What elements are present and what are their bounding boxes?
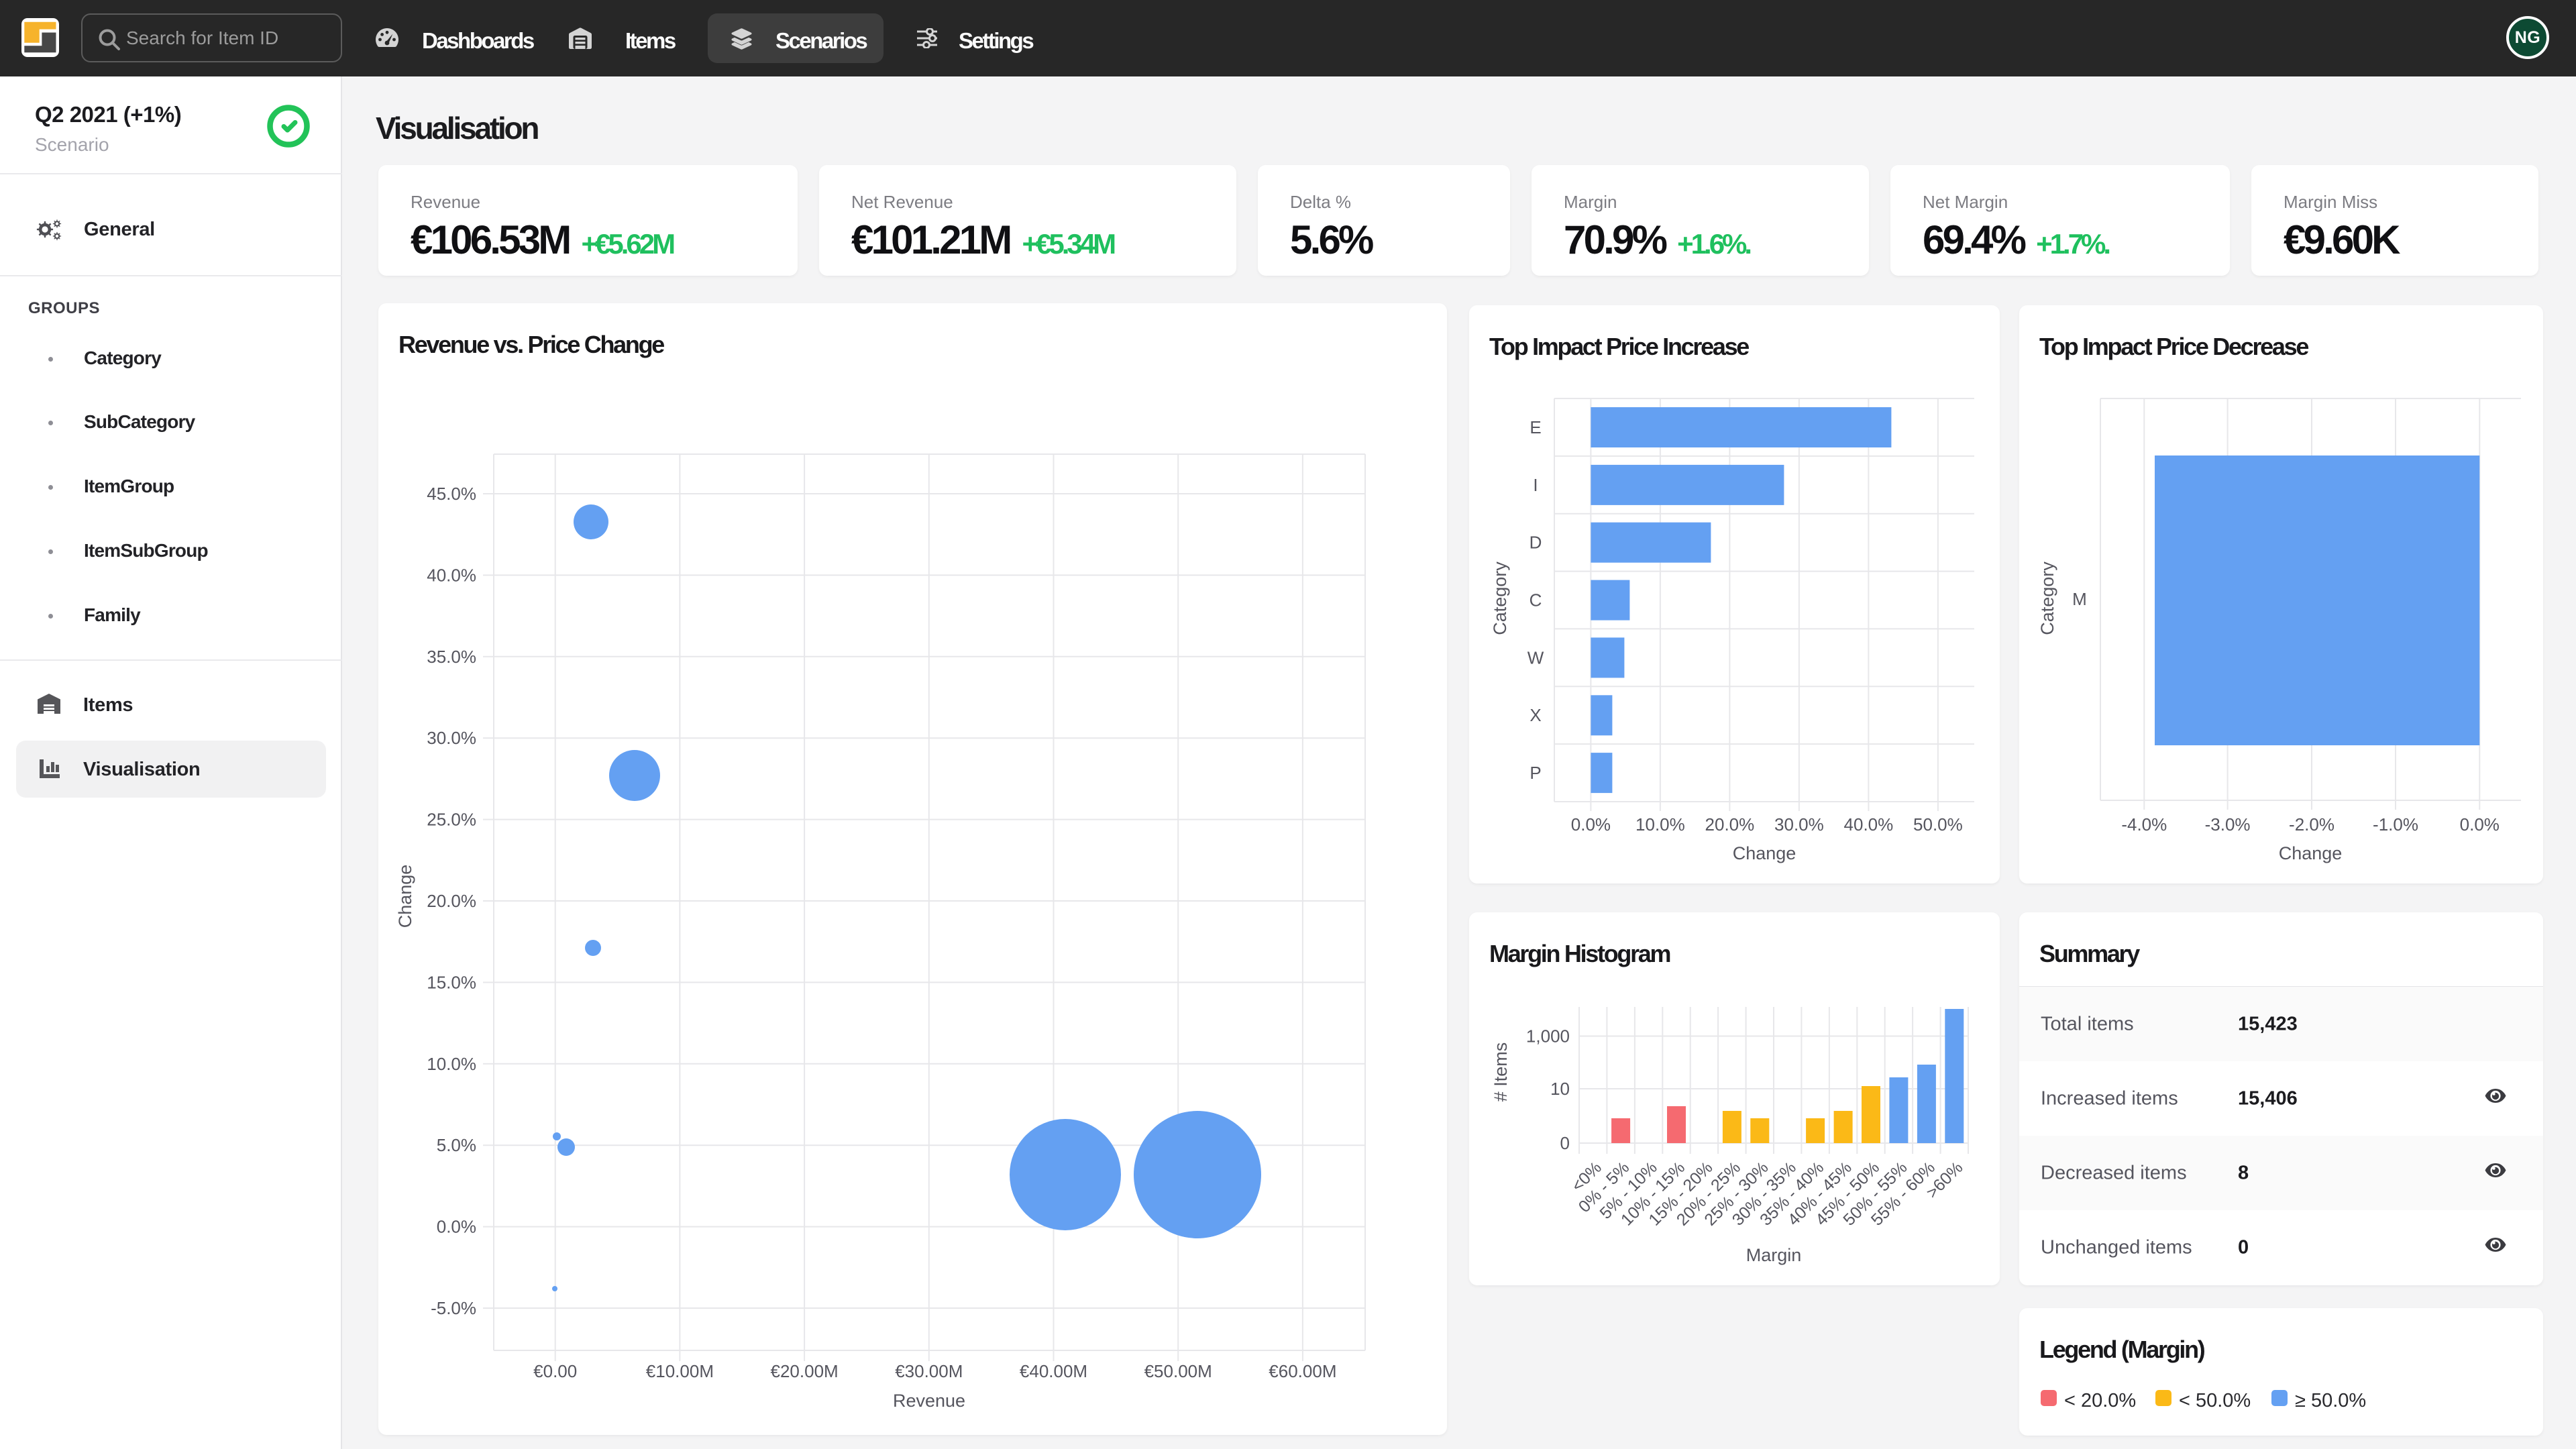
svg-text:X: X xyxy=(1529,705,1541,725)
svg-text:€0.00: €0.00 xyxy=(533,1361,577,1381)
svg-text:5.0%: 5.0% xyxy=(437,1135,476,1155)
svg-text:P: P xyxy=(1529,763,1541,783)
svg-text:-1.0%: -1.0% xyxy=(2373,814,2418,835)
svg-text:€60.00M: €60.00M xyxy=(1269,1361,1336,1381)
svg-text:Revenue: Revenue xyxy=(893,1391,965,1411)
svg-text:Change: Change xyxy=(395,865,415,928)
svg-text:W: W xyxy=(1527,647,1544,667)
svg-text:10.0%: 10.0% xyxy=(427,1054,476,1074)
svg-text:€30.00M: €30.00M xyxy=(895,1361,963,1381)
svg-text:0.0%: 0.0% xyxy=(2460,814,2500,835)
svg-text:€40.00M: €40.00M xyxy=(1020,1361,1087,1381)
svg-text:20.0%: 20.0% xyxy=(1705,814,1755,835)
svg-text:40.0%: 40.0% xyxy=(427,565,476,585)
svg-text:-4.0%: -4.0% xyxy=(2121,814,2167,835)
svg-text:30.0%: 30.0% xyxy=(1774,814,1824,835)
svg-text:Change: Change xyxy=(1733,843,1796,863)
svg-text:Change: Change xyxy=(2279,843,2343,863)
svg-text:50.0%: 50.0% xyxy=(1913,814,1963,835)
svg-text:E: E xyxy=(1529,417,1541,437)
svg-text:-2.0%: -2.0% xyxy=(2289,814,2334,835)
svg-text:35.0%: 35.0% xyxy=(427,647,476,667)
svg-text:20.0%: 20.0% xyxy=(427,891,476,911)
svg-text:10: 10 xyxy=(1550,1079,1570,1099)
svg-text:-3.0%: -3.0% xyxy=(2205,814,2251,835)
svg-text:Margin: Margin xyxy=(1746,1245,1802,1265)
svg-text:€20.00M: €20.00M xyxy=(771,1361,839,1381)
svg-text:€50.00M: €50.00M xyxy=(1144,1361,1212,1381)
svg-text:-5.0%: -5.0% xyxy=(431,1298,476,1318)
svg-text:1,000: 1,000 xyxy=(1526,1026,1570,1046)
svg-text:30.0%: 30.0% xyxy=(427,728,476,748)
svg-text:40.0%: 40.0% xyxy=(1844,814,1894,835)
svg-text:D: D xyxy=(1529,533,1542,553)
svg-text:Category: Category xyxy=(1490,561,1510,635)
svg-text:I: I xyxy=(1533,475,1538,495)
svg-text:# Items: # Items xyxy=(1491,1042,1511,1102)
svg-text:15.0%: 15.0% xyxy=(427,972,476,992)
svg-text:€10.00M: €10.00M xyxy=(646,1361,714,1381)
svg-text:0.0%: 0.0% xyxy=(1571,814,1611,835)
svg-text:0.0%: 0.0% xyxy=(437,1217,476,1237)
svg-text:25.0%: 25.0% xyxy=(427,810,476,830)
svg-text:10.0%: 10.0% xyxy=(1635,814,1685,835)
svg-text:M: M xyxy=(2072,589,2087,609)
svg-text:45.0%: 45.0% xyxy=(427,484,476,504)
svg-text:0: 0 xyxy=(1560,1133,1570,1153)
svg-text:Category: Category xyxy=(2037,561,2057,635)
svg-text:C: C xyxy=(1529,590,1542,610)
